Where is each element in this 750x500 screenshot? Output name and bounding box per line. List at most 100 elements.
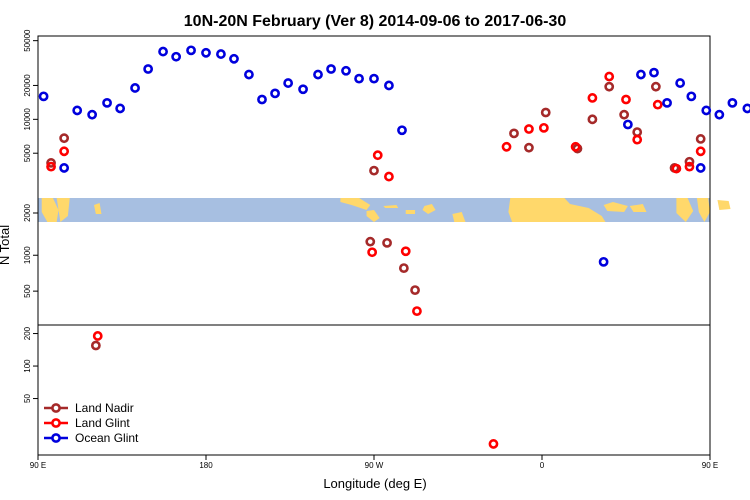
data-point-land-glint [501,141,512,152]
data-point-land-glint [384,171,394,182]
data-point-ocean-glint [102,97,112,108]
x-tick-label: 180 [199,461,213,470]
data-point-land-nadir [509,128,519,139]
data-point-land-glint [59,146,70,157]
data-point-ocean-glint [229,53,239,64]
data-points [38,45,750,449]
map-land-7 [422,204,436,214]
data-point-land-glint [652,99,663,110]
data-point-land-nadir [369,165,379,176]
data-point-land-nadir [650,81,661,92]
data-point-land-nadir [540,107,551,118]
data-point-ocean-glint [695,163,706,173]
x-tick-label: 90 E [702,461,718,470]
data-point-land-glint [695,146,706,157]
data-point-ocean-glint [598,256,609,267]
map-land-14 [717,200,731,210]
data-point-land-glint [604,71,615,82]
data-point-land-glint [488,439,499,449]
x-axis-label: Longitude (deg E) [323,476,426,491]
data-point-ocean-glint [216,49,226,59]
x-tick-label: 0 [540,461,545,470]
legend-label-land-nadir: Land Nadir [75,401,134,415]
data-point-ocean-glint [649,67,659,78]
y-axis: 5000 10000 20000 50000 500 1000 50 100 200 2000 [23,29,38,403]
map-land-11 [629,204,647,212]
map-land-5 [383,205,399,208]
map-strip [38,198,731,222]
data-point-ocean-glint [257,94,267,105]
data-point-land-nadir [619,109,630,120]
map-land-0 [41,198,59,222]
data-point-land-glint [412,306,422,317]
data-point-ocean-glint [201,47,211,58]
map-land-9 [508,198,606,222]
map-land-6 [405,210,416,214]
data-point-land-nadir [604,81,615,92]
y-tick-label: 50 [23,394,32,403]
data-point-land-nadir [90,340,101,351]
data-point-ocean-glint [244,69,254,80]
data-point-ocean-glint [115,103,126,114]
data-point-ocean-glint [727,97,738,108]
y-tick-label: 200 [23,326,32,340]
data-point-land-nadir [59,133,70,144]
y-tick-label: 10000 [23,108,32,131]
data-point-land-glint [570,141,581,152]
data-point-ocean-glint [686,91,697,102]
data-point-ocean-glint [714,109,725,120]
data-point-land-glint [372,150,383,161]
data-point-ocean-glint [298,84,308,95]
data-point-ocean-glint [87,109,98,120]
data-point-ocean-glint [675,78,686,88]
data-point-ocean-glint [662,97,672,108]
plot-frames [37,35,711,456]
x-tick-label: 90 W [365,461,384,470]
data-point-ocean-glint [354,73,364,84]
data-point-ocean-glint [622,119,633,130]
data-point-land-glint [367,247,378,258]
x-tick-label: 90 E [30,461,46,470]
legend-label-ocean-glint: Ocean Glint [75,431,139,445]
data-point-ocean-glint [369,73,379,84]
y-tick-label: 500 [23,284,32,298]
data-point-land-glint [46,161,56,172]
map-land-1 [56,198,70,222]
y-tick-label: 1000 [23,246,32,264]
y-tick-label: 20000 [23,74,32,97]
data-point-ocean-glint [171,51,182,62]
data-point-land-glint [632,134,643,145]
map-land-10 [603,202,628,212]
data-point-ocean-glint [742,103,750,114]
legend-marker-land-nadir [51,403,61,413]
data-point-land-nadir [587,114,598,125]
data-point-ocean-glint [186,45,196,56]
chart-title: 10N-20N February (Ver 8) 2014-09-06 to 2… [184,13,567,30]
data-point-land-nadir [524,142,534,153]
data-point-ocean-glint [158,46,168,57]
data-point-land-glint [587,93,598,103]
data-point-land-nadir [410,285,420,296]
data-point-land-glint [621,94,631,105]
data-point-land-nadir [398,263,409,274]
data-point-ocean-glint [143,64,154,74]
map-land-8 [452,212,466,222]
data-point-land-nadir [695,134,706,144]
map-land-13 [696,198,710,222]
data-point-land-nadir [684,156,695,167]
data-point-ocean-glint [270,88,280,99]
data-point-land-nadir [46,158,56,168]
data-point-land-glint [538,122,549,133]
map-land-4 [366,210,380,222]
data-point-ocean-glint [38,91,49,102]
legend-marker-land-glint [51,418,61,428]
data-point-ocean-glint [313,69,323,80]
data-point-land-nadir [632,127,643,138]
data-point-land-glint [400,246,411,257]
data-point-land-glint [524,124,534,134]
data-point-ocean-glint [341,65,351,76]
data-point-land-glint [92,331,103,341]
map-land-3 [340,198,371,210]
y-tick-label: 100 [23,359,32,373]
